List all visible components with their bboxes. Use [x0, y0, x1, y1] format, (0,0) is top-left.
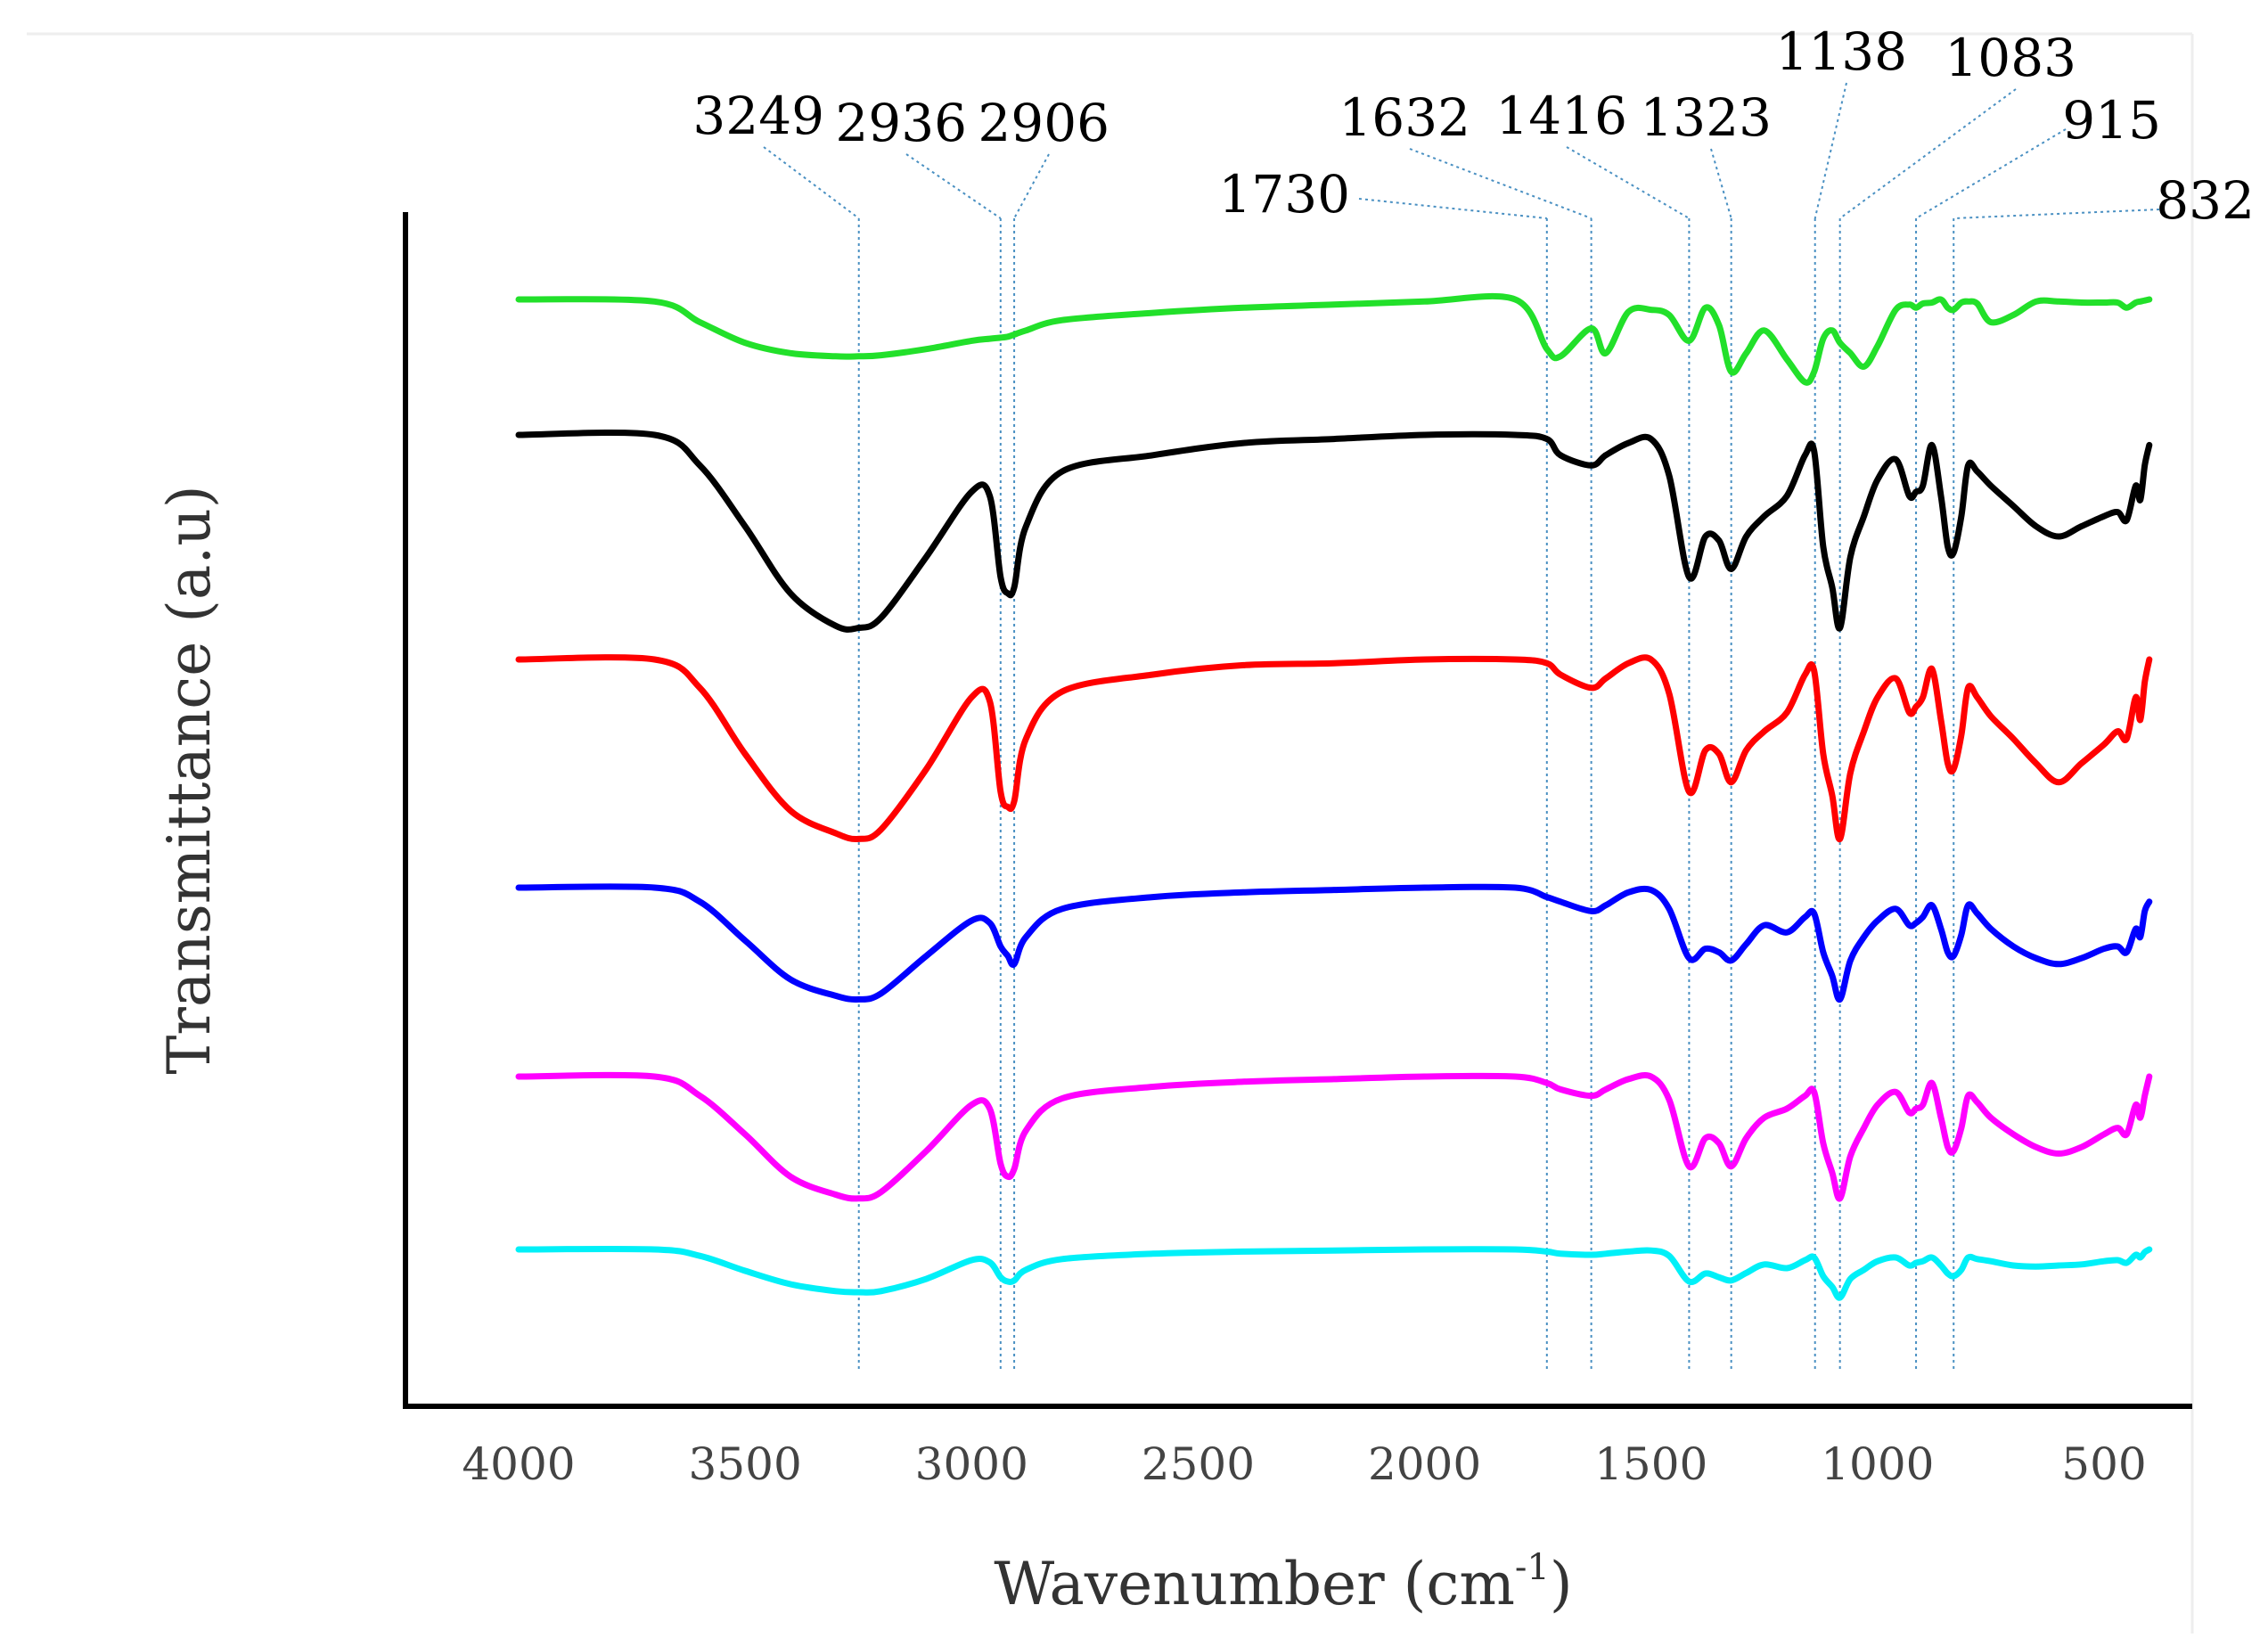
peak-label-2936: 2936 — [835, 93, 967, 153]
peak-label-2906: 2906 — [978, 93, 1109, 153]
x-axis-title-superscript: -1 — [1515, 1547, 1550, 1588]
peak-label-1323: 1323 — [1640, 87, 1772, 148]
peak-label-915: 915 — [2062, 90, 2161, 151]
peak-leader-2906 — [1013, 153, 1050, 219]
peak-label-1632: 1632 — [1339, 87, 1470, 148]
series-line-magenta — [515, 1071, 2153, 1202]
peak-leader-1416 — [1566, 146, 1690, 219]
peak-leader-832 — [1953, 209, 2160, 219]
peak-leader-1730 — [1358, 198, 1547, 219]
peak-label-1416: 1416 — [1495, 86, 1627, 146]
y-axis-title: Transmittance (a.u) — [155, 485, 224, 1074]
peak-label-832: 832 — [2156, 170, 2255, 231]
x-axis-title: Wavenumber (cm-1) — [994, 1547, 1572, 1618]
peak-label-3249: 3249 — [692, 86, 824, 146]
tick-layer: 4000 3500 3000 2500 2000 1500 1000 500 — [462, 1438, 2146, 1490]
peak-leader-915 — [1915, 128, 2067, 219]
x-tick-label: 3500 — [689, 1438, 802, 1490]
peak-label-1138: 1138 — [1775, 21, 1907, 82]
peak-label-1083: 1083 — [1945, 28, 2076, 88]
peak-label-1730: 1730 — [1218, 164, 1350, 225]
x-tick-label: 2000 — [1368, 1438, 1481, 1490]
peak-leader-1138 — [1814, 82, 1847, 219]
x-axis-title-main: Wavenumber (cm — [994, 1550, 1515, 1618]
x-tick-label: 2500 — [1142, 1438, 1255, 1490]
peak-leader-1083 — [1839, 88, 2017, 219]
peak-leader-1323 — [1710, 148, 1732, 219]
x-tick-label: 1000 — [1821, 1438, 1934, 1490]
x-axis-title-suffix: ) — [1550, 1550, 1573, 1618]
series-line-green — [515, 292, 2153, 386]
x-tick-label: 3000 — [915, 1438, 1028, 1490]
x-tick-label: 500 — [2061, 1438, 2146, 1490]
series-line-blue — [515, 883, 2153, 1003]
series-line-red — [515, 654, 2153, 843]
series-line-black — [515, 429, 2153, 633]
series-line-cyan — [515, 1245, 2153, 1301]
peak-leader-2936 — [905, 153, 1002, 219]
x-tick-label: 1500 — [1594, 1438, 1707, 1490]
series-layer — [515, 292, 2153, 1301]
x-tick-label: 4000 — [462, 1438, 575, 1490]
peak-leader-1632 — [1409, 148, 1592, 219]
peak-leader-3249 — [763, 146, 860, 219]
